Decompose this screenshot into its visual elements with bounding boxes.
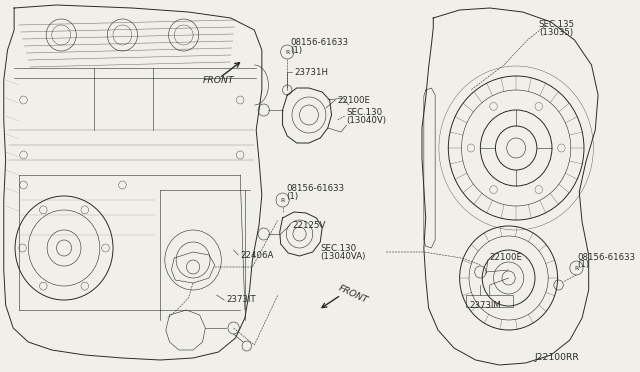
- Text: (13040VA): (13040VA): [320, 251, 365, 260]
- Text: 2373lT: 2373lT: [226, 295, 255, 305]
- Text: (1): (1): [290, 45, 302, 55]
- Text: 22406A: 22406A: [240, 250, 273, 260]
- Text: R: R: [285, 49, 289, 55]
- Text: SEC.135: SEC.135: [539, 19, 575, 29]
- Text: R: R: [574, 266, 579, 270]
- Text: SEC.130: SEC.130: [320, 244, 356, 253]
- Text: (1): (1): [286, 192, 298, 201]
- Text: (1): (1): [577, 260, 589, 269]
- Bar: [466, 295, 513, 307]
- Text: 08156-61633: 08156-61633: [286, 183, 344, 192]
- Text: J22100RR: J22100RR: [535, 353, 580, 362]
- Text: (13035): (13035): [539, 28, 573, 36]
- Text: 23731H: 23731H: [294, 67, 328, 77]
- Text: FRONT: FRONT: [337, 283, 369, 305]
- Text: 22125V: 22125V: [292, 221, 325, 230]
- Text: 08156-61633: 08156-61633: [290, 38, 348, 46]
- Text: 08156-61633: 08156-61633: [577, 253, 636, 262]
- Text: (13040V): (13040V): [347, 115, 387, 125]
- Text: SEC.130: SEC.130: [347, 108, 383, 116]
- Text: FRONT: FRONT: [202, 76, 234, 85]
- Text: 22100E: 22100E: [337, 96, 370, 105]
- Text: 2373lM: 2373lM: [469, 301, 501, 310]
- Text: 22100E: 22100E: [490, 253, 523, 263]
- Text: R: R: [280, 198, 285, 202]
